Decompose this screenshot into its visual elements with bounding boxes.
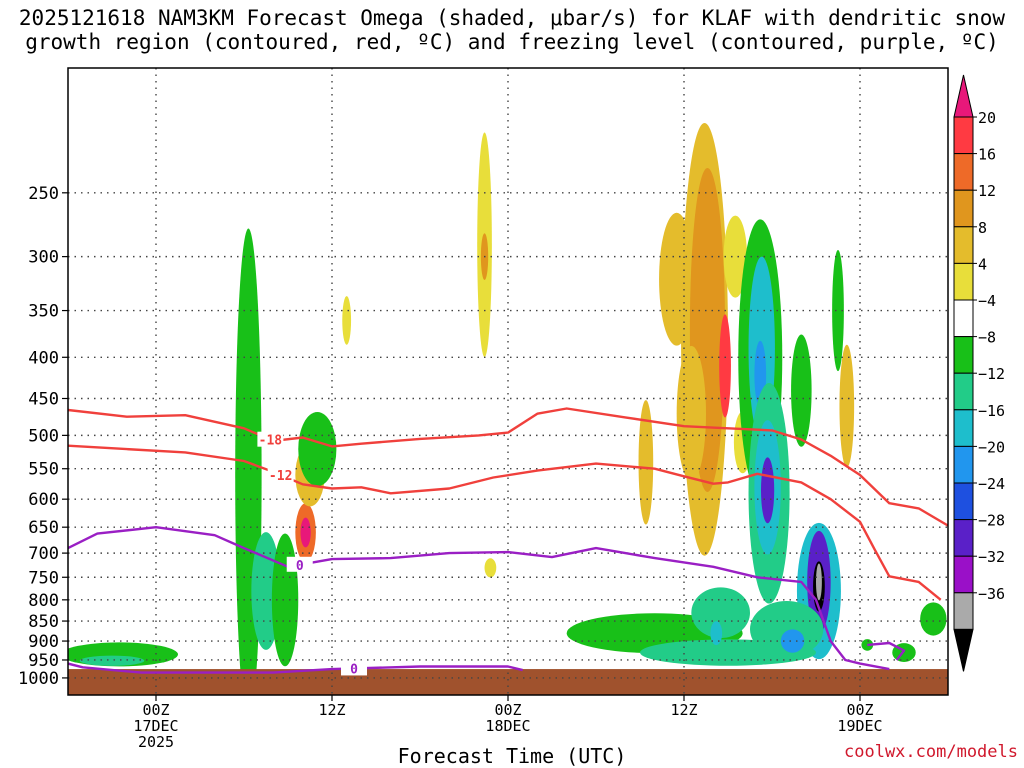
- x-axis-title: Forecast Time (UTC): [397, 744, 627, 768]
- omega-cell-31: [816, 563, 822, 601]
- colorbar-label: −12: [978, 365, 1005, 383]
- contour-label-bg: [267, 467, 294, 483]
- colorbar-swatch: [953, 153, 974, 191]
- y-tick-label: 650: [28, 518, 59, 538]
- omega-cell-7: [298, 411, 337, 487]
- colorbar-swatch: [953, 555, 974, 594]
- y-tick-label: 750: [28, 568, 59, 588]
- x-tick-label: 19DEC: [837, 717, 882, 735]
- y-tick-label: 300: [28, 248, 59, 268]
- colorbar-label: 4: [978, 255, 987, 273]
- y-tick-label: 350: [28, 302, 59, 322]
- omega-cell-35: [750, 600, 824, 658]
- colorbar-label: 8: [978, 219, 987, 237]
- x-tick-label: 00Z: [494, 701, 521, 719]
- y-tick-label: 850: [28, 612, 59, 632]
- omega-cell-18: [676, 345, 706, 482]
- omega-cell-12: [484, 558, 497, 578]
- y-tick-label: 700: [28, 544, 59, 564]
- x-tick-label: 18DEC: [485, 717, 530, 735]
- colorbar-label: −8: [978, 329, 996, 347]
- omega-cell-5: [300, 517, 311, 548]
- colorbar-swatch: [953, 299, 974, 338]
- omega-cell-8: [271, 533, 299, 667]
- chart-title-line2: growth region (contoured, red, ºC) and f…: [25, 30, 999, 54]
- contour-label-bg: [341, 660, 367, 676]
- colorbar-label: 20: [978, 109, 996, 127]
- contour-freezing-3: [68, 662, 523, 674]
- colorbar-label: −28: [978, 512, 1005, 530]
- omega-cell-9: [342, 296, 352, 345]
- omega-cell-38: [839, 344, 855, 468]
- contour-label: 0: [296, 559, 304, 574]
- x-tick-label: 00Z: [846, 701, 873, 719]
- colorbar-swatch: [953, 519, 974, 557]
- y-tick-label: 800: [28, 591, 59, 611]
- omega-cell-39: [832, 249, 844, 372]
- colorbar-swatch: [953, 592, 974, 630]
- omega-cell-19: [723, 215, 748, 298]
- colorbar-label: 12: [978, 182, 996, 200]
- y-tick-label: 400: [28, 348, 59, 368]
- colorbar-label: −20: [978, 438, 1005, 456]
- colorbar-swatch: [953, 189, 974, 228]
- x-tick-label: 00Z: [142, 701, 169, 719]
- colorbar-swatch: [953, 336, 974, 374]
- colorbar-label: −24: [978, 475, 1005, 493]
- colorbar-swatch: [953, 226, 974, 264]
- contour-freezing-4: [867, 641, 906, 661]
- omega-cell-13: [638, 400, 654, 525]
- y-tick-label: 950: [28, 651, 59, 671]
- colorbar-label: 16: [978, 146, 996, 164]
- source-credit: coolwx.com/models: [844, 742, 1018, 762]
- colorbar-label: −16: [978, 402, 1005, 420]
- colorbar-swatch: [953, 409, 974, 447]
- contour-label: -18: [259, 434, 283, 449]
- omega-cell-26: [761, 457, 775, 524]
- y-tick-label: 600: [28, 490, 59, 510]
- omega-cell-42: [920, 602, 947, 636]
- x-tick-label: 17DEC: [133, 717, 178, 735]
- omega-cell-17: [719, 314, 731, 418]
- colorbar-bottom-arrow: [953, 628, 974, 672]
- colorbar-swatch: [953, 262, 974, 301]
- contour-label: 0: [350, 662, 358, 677]
- omega-cell-37: [710, 621, 723, 646]
- colorbar-swatch: [953, 372, 974, 411]
- colorbar-swatch: [953, 445, 974, 484]
- omega-cell-1: [79, 655, 145, 666]
- contour-label-bg: [257, 431, 284, 447]
- colorbar-label: −36: [978, 585, 1005, 603]
- x-tick-label: 12Z: [670, 701, 697, 719]
- chart-title-line1: 2025121618 NAM3KM Forecast Omega (shaded…: [18, 6, 1006, 30]
- contour-label: -12: [269, 469, 292, 484]
- colorbar-top-arrow: [953, 74, 974, 118]
- y-tick-label: 900: [28, 632, 59, 652]
- colorbar-swatch: [953, 116, 974, 155]
- y-tick-label: 1000: [18, 669, 59, 689]
- contour-label-bg: [286, 556, 313, 572]
- colorbar-label: −4: [978, 292, 996, 310]
- x-tick-label: 2025: [138, 733, 174, 751]
- omega-cell-27: [791, 334, 812, 447]
- omega-cell-2: [235, 228, 262, 695]
- x-tick-label: 12Z: [318, 701, 345, 719]
- y-tick-label: 500: [28, 426, 59, 446]
- colorbar-label: −32: [978, 548, 1005, 566]
- omega-cell-36: [780, 629, 805, 653]
- colorbar-swatch: [953, 482, 974, 521]
- contour-freezing-2: [68, 526, 890, 671]
- y-tick-label: 450: [28, 390, 59, 410]
- y-tick-label: 250: [28, 184, 59, 204]
- y-tick-label: 550: [28, 460, 59, 480]
